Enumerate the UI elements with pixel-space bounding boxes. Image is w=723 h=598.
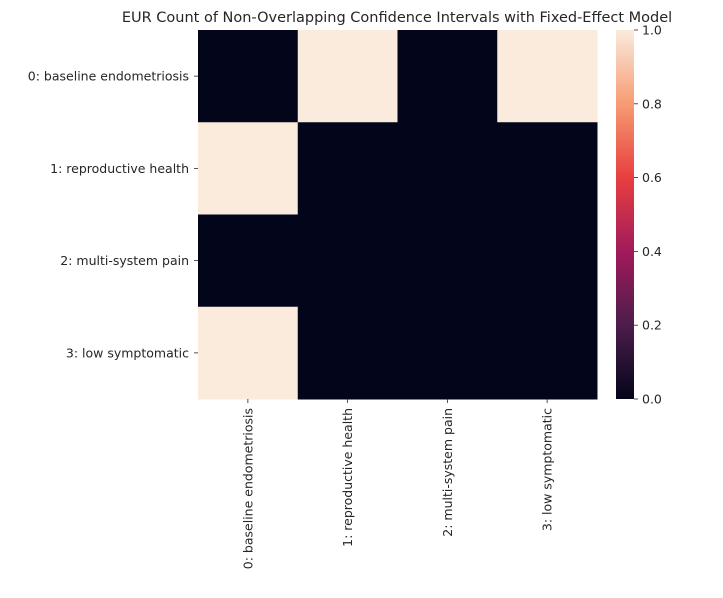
heatmap-cell-r3-c2 bbox=[397, 306, 498, 400]
heatmap-cell-r2-c0 bbox=[198, 214, 299, 308]
heatmap-cell-r2-c1 bbox=[297, 214, 398, 308]
heatmap-cell-r3-c1 bbox=[297, 306, 398, 400]
heatmap-cell-r2-c2 bbox=[397, 214, 498, 308]
colorbar-tick-label: 0.0 bbox=[642, 392, 662, 407]
heatmap-cell-r0-c3 bbox=[497, 30, 598, 123]
heatmap-cell-r3-c3 bbox=[497, 306, 598, 400]
heatmap-cell-r0-c0 bbox=[198, 30, 299, 123]
column-labels: 0: baseline endometriosis 1: reproductive… bbox=[240, 399, 555, 569]
chart-title: EUR Count of Non-Overlapping Confidence … bbox=[122, 10, 672, 26]
column-label: 1: reproductive health bbox=[340, 408, 355, 547]
heatmap-cell-r1-c1 bbox=[297, 122, 398, 215]
heatmap-cell-r1-c2 bbox=[397, 122, 498, 215]
heatmap-cell-r3-c0 bbox=[198, 306, 299, 400]
heatmap-cell-r1-c3 bbox=[497, 122, 598, 215]
row-labels: 0: baseline endometriosis 1: reproductive… bbox=[28, 69, 198, 360]
heatmap-cell-r0-c2 bbox=[397, 30, 498, 123]
heatmap-cells bbox=[198, 30, 598, 400]
heatmap-cell-r1-c0 bbox=[198, 122, 299, 215]
colorbar-tick-label: 0.2 bbox=[642, 318, 662, 333]
heatmap-cell-r0-c1 bbox=[297, 30, 398, 123]
column-label: 2: multi-system pain bbox=[440, 408, 455, 537]
colorbar-tick-label: 0.4 bbox=[642, 244, 662, 259]
row-label: 1: reproductive health bbox=[50, 161, 189, 176]
row-label: 3: low symptomatic bbox=[66, 345, 189, 360]
colorbar-tick-label: 1.0 bbox=[642, 23, 662, 38]
row-label: 2: multi-system pain bbox=[60, 253, 189, 268]
colorbar-tick-label: 0.8 bbox=[642, 96, 662, 111]
row-label: 0: baseline endometriosis bbox=[28, 69, 189, 84]
colorbar: 0.0 0.2 0.4 0.6 0.8 1.0 bbox=[616, 23, 662, 407]
heatmap-cell-r2-c3 bbox=[497, 214, 598, 308]
column-label: 3: low symptomatic bbox=[540, 408, 555, 531]
colorbar-tick-label: 0.6 bbox=[642, 170, 662, 185]
colorbar-gradient bbox=[616, 30, 634, 399]
column-label: 0: baseline endometriosis bbox=[240, 408, 255, 569]
